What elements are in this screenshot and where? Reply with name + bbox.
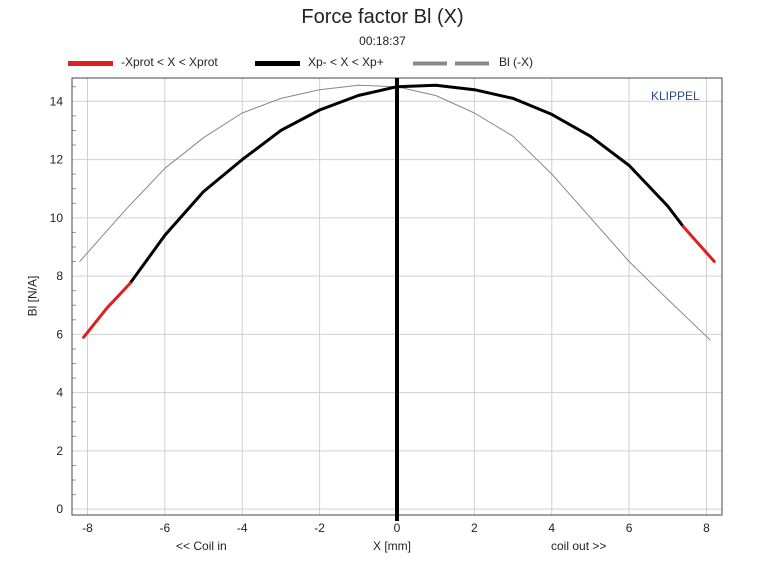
chart-subtitle: 00:18:37 <box>359 34 406 48</box>
legend-item-xprot: -Xprot < X < Xprot <box>68 55 248 71</box>
x-tick-label: -8 <box>82 521 93 535</box>
legend-item-xp: Xp- < X < Xp+ <box>255 55 415 71</box>
legend-label-xprot: -Xprot < X < Xprot <box>121 55 218 69</box>
x-axis-label-right: coil out >> <box>551 539 607 553</box>
x-tick-label: 0 <box>394 521 401 535</box>
series-xprot-line <box>82 281 132 339</box>
y-tick-label: 0 <box>56 502 63 516</box>
series-xp-line <box>128 83 685 285</box>
legend-item-bl-neg: Bl (-X) <box>413 55 573 71</box>
legend-swatch-xprot <box>68 61 113 66</box>
legend-label-xp: Xp- < X < Xp+ <box>308 55 384 69</box>
y-axis-label: Bl [N/A] <box>24 275 39 317</box>
legend-swatch-bl-neg <box>413 61 491 66</box>
y-tick-label: 6 <box>56 327 63 341</box>
legend-swatch-xp <box>255 61 300 66</box>
x-axis-label: X [mm] <box>373 539 411 553</box>
klippel-watermark: KLIPPEL <box>651 89 700 103</box>
x-tick-label: 8 <box>703 521 710 535</box>
x-tick-label: 4 <box>548 521 555 535</box>
legend-label-bl-neg: Bl (-X) <box>499 55 533 69</box>
y-tick-label: 14 <box>50 94 64 108</box>
chart-title: Force factor Bl (X) <box>301 6 464 28</box>
y-tick-label: 8 <box>56 269 63 283</box>
x-tick-label: -2 <box>314 521 325 535</box>
x-tick-label: 6 <box>626 521 633 535</box>
y-tick-label: 2 <box>56 444 63 458</box>
series-xprot-line <box>681 225 716 263</box>
y-tick-label: 4 <box>56 386 63 400</box>
x-tick-label: 2 <box>471 521 478 535</box>
x-axis-label-left: << Coil in <box>176 539 227 553</box>
y-tick-label: 12 <box>50 153 64 167</box>
y-tick-label: 10 <box>50 211 64 225</box>
x-tick-label: -6 <box>160 521 171 535</box>
x-tick-label: -4 <box>237 521 248 535</box>
